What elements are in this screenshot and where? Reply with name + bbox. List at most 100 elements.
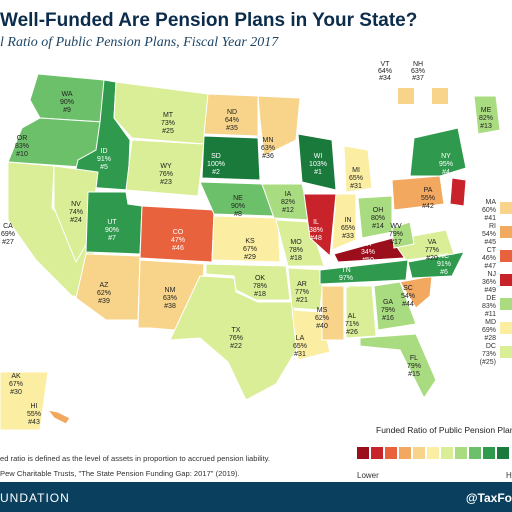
- state-label-oh-name: OH: [373, 207, 384, 214]
- state-label-wa-pct: 90%: [60, 99, 74, 106]
- state-label-ks-pct: 67%: [243, 246, 257, 253]
- state-label-az-name: AZ: [100, 282, 110, 289]
- state-label-ga-name: GA: [383, 299, 393, 306]
- state-label-ca-rank: #27: [2, 239, 14, 246]
- state-label-ny-name: NY: [441, 153, 451, 160]
- state-ak: [0, 371, 49, 431]
- state-label-tx-name: TX: [232, 327, 241, 334]
- state-label-oh-pct: 80%: [371, 215, 385, 222]
- side-list-de: DE: [486, 295, 496, 302]
- side-list-nj: 36%: [482, 279, 496, 286]
- state-label-ia-pct: 82%: [281, 199, 295, 206]
- state-label-ut-name: UT: [107, 219, 117, 226]
- state-label-co-pct: 47%: [171, 237, 185, 244]
- footer-handle[interactable]: @TaxFo: [465, 491, 512, 505]
- state-nd: [203, 93, 259, 137]
- source-note: Pew Charitable Trusts, "The State Pensio…: [0, 469, 240, 478]
- state-label-or-pct: 83%: [15, 143, 29, 150]
- inset-label-nh: #37: [412, 75, 424, 82]
- state-sd: [201, 135, 261, 181]
- side-swatch-ct: [500, 250, 512, 262]
- inset-label-nh: 63%: [411, 68, 425, 75]
- state-label-ok-rank: #18: [254, 291, 266, 298]
- state-wv: [391, 221, 415, 249]
- state-ga: [373, 281, 417, 331]
- state-nj: [449, 177, 467, 207]
- state-label-in-pct: 65%: [341, 225, 355, 232]
- state-label-nm-rank: #38: [164, 303, 176, 310]
- map-title: Well-Funded Are Pension Plans in Your St…: [0, 10, 418, 31]
- side-swatch-md: [500, 322, 512, 334]
- state-label-mo-rank: #18: [290, 255, 302, 262]
- legend-swatch: [413, 447, 425, 459]
- state-label-sd-name: SD: [211, 153, 221, 160]
- side-list-ct: CT: [487, 247, 497, 254]
- state-mt: [113, 81, 209, 145]
- state-label-tn-rank: #3: [342, 283, 350, 290]
- state-label-wy-name: WY: [160, 163, 172, 170]
- state-label-sd-rank: #2: [212, 169, 220, 176]
- state-label-az-pct: 62%: [97, 290, 111, 297]
- state-label-nd-rank: #35: [226, 125, 238, 132]
- state-label-sc-rank: #44: [402, 301, 414, 308]
- state-label-ar-rank: #21: [296, 297, 308, 304]
- state-label-ak-rank: #30: [10, 389, 22, 396]
- state-ny: [409, 127, 467, 177]
- state-label-mn-name: MN: [263, 137, 274, 144]
- state-or: [7, 117, 103, 169]
- state-label-co-rank: #46: [172, 245, 184, 252]
- state-label-wy-pct: 76%: [159, 171, 173, 178]
- state-ms: [321, 285, 345, 341]
- state-co: [139, 205, 215, 263]
- state-label-mo-pct: 78%: [289, 247, 303, 254]
- state-label-pa-name: PA: [424, 187, 433, 194]
- state-label-ms-name: MS: [317, 307, 328, 314]
- state-shapes: [0, 73, 501, 431]
- inset-label-vt: #34: [379, 75, 391, 82]
- side-list-nj: #49: [484, 287, 496, 294]
- state-label-ky-pct: 34%: [361, 249, 375, 256]
- state-label-nv-name: NV: [71, 201, 81, 208]
- state-ar: [287, 267, 325, 311]
- state-label-al-pct: 71%: [345, 321, 359, 328]
- state-label-id-pct: 91%: [97, 156, 111, 163]
- state-fl: [359, 333, 437, 399]
- side-list-dc: DC: [486, 343, 496, 350]
- state-label-ia-name: IA: [285, 191, 292, 198]
- side-swatch-nj: [500, 274, 512, 286]
- state-label-la-name: LA: [296, 335, 305, 342]
- state-label-ca-name: CA: [3, 223, 13, 230]
- side-list-ma: #41: [484, 215, 496, 222]
- state-label-nc-name: NC: [439, 253, 449, 260]
- side-list-md: MD: [485, 319, 496, 326]
- state-label-hi-pct: 55%: [27, 411, 41, 418]
- state-label-ca-pct: 69%: [1, 231, 15, 238]
- state-label-co-name: CO: [173, 229, 184, 236]
- legend-swatch: [357, 447, 369, 459]
- state-mi: [343, 145, 373, 193]
- state-label-me-rank: #13: [480, 123, 492, 130]
- state-label-me-name: ME: [481, 107, 492, 114]
- state-label-mi-rank: #31: [350, 183, 362, 190]
- legend-swatch: [483, 447, 495, 459]
- state-label-nv-rank: #24: [70, 217, 82, 224]
- legend-swatch: [497, 447, 509, 459]
- state-label-wv-pct: 79%: [389, 231, 403, 238]
- state-label-ar-name: AR: [297, 281, 307, 288]
- state-label-sd-pct: 100%: [207, 161, 225, 168]
- state-label-va-pct: 77%: [425, 247, 439, 254]
- state-label-al-name: AL: [348, 313, 357, 320]
- side-list-nj: NJ: [487, 271, 496, 278]
- state-label-wv-name: WV: [390, 223, 402, 230]
- state-label-mt-pct: 73%: [161, 120, 175, 127]
- state-label-me-pct: 82%: [479, 115, 493, 122]
- inset-swatch-nh: [432, 88, 448, 104]
- state-il: [303, 193, 337, 258]
- state-label-ut-pct: 90%: [105, 227, 119, 234]
- legend-title: Funded Ratio of Public Pension Plans: [376, 425, 512, 435]
- state-label-sc-name: SC: [403, 285, 413, 292]
- state-label-mn-rank: #36: [262, 153, 274, 160]
- state-label-la-rank: #31: [294, 351, 306, 358]
- side-list-ma: MA: [486, 199, 497, 206]
- side-list-ri: RI: [489, 223, 496, 230]
